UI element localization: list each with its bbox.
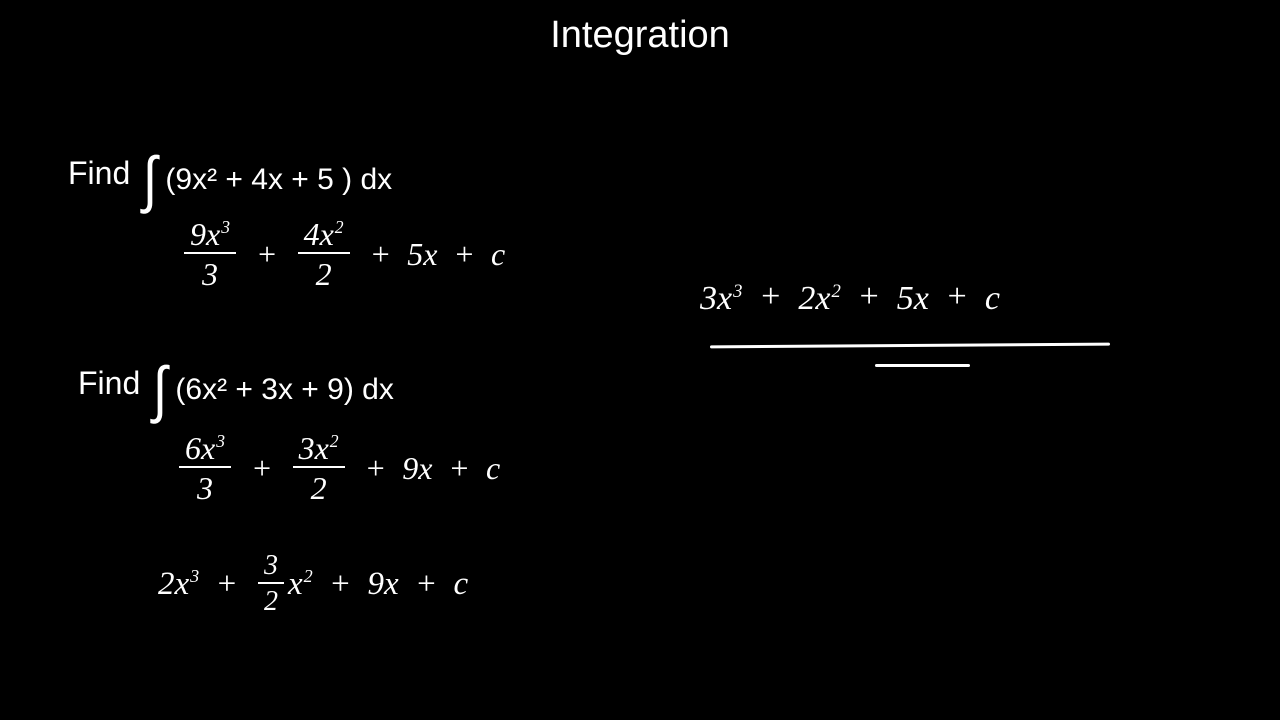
p1a-t2: 2x: [798, 280, 830, 317]
p2a-t4: c: [453, 566, 468, 603]
find-label-1: Find: [68, 155, 130, 192]
p2a-t1-exp: 3: [190, 566, 199, 586]
integrand-1: (9x² + 4x + 5 ) dx: [165, 163, 392, 197]
answer-underline-2: [875, 364, 970, 367]
p1-frac2: 4x2 2: [298, 218, 350, 290]
p1-step1: 9x3 3 + 4x2 2 + 5x + c: [180, 218, 505, 290]
p1-t1-exp: 3: [221, 217, 230, 237]
p2-t2-exp: 2: [330, 431, 339, 451]
plus: +: [759, 278, 782, 315]
p1-t2-num: 4x: [304, 216, 334, 252]
problem-2: Find ∫ (6x² + 3x + 9) dx: [78, 360, 394, 420]
p2-t3: 9x: [402, 450, 432, 487]
plus: +: [945, 278, 968, 315]
p1a-t1: 3x: [700, 280, 732, 317]
p2a-t1: 2x: [158, 566, 189, 602]
p1-t1-num: 9x: [190, 216, 220, 252]
p2-frac1: 6x3 3: [179, 432, 231, 504]
p2-t1-exp: 3: [216, 431, 225, 451]
p1-t2-den: 2: [298, 254, 350, 290]
plus: +: [365, 450, 387, 487]
find-label-2: Find: [78, 365, 140, 402]
p1a-t4: c: [985, 280, 1000, 318]
plus: +: [453, 236, 475, 273]
p1-t1-den: 3: [184, 254, 236, 290]
p2a-t2-num: 3: [258, 552, 284, 584]
p1-answer: 3x3 + 2x2 + 5x + c: [700, 278, 1000, 318]
plus: +: [415, 566, 437, 603]
plus: +: [448, 450, 470, 487]
p1a-t1-exp: 3: [733, 281, 742, 302]
p2a-t2-den: 2: [258, 584, 284, 616]
p2a-t3: 9x: [368, 566, 399, 603]
p1-t2-exp: 2: [335, 217, 344, 237]
plus: +: [215, 566, 237, 603]
plus: +: [370, 236, 392, 273]
p2-t1-den: 3: [179, 468, 231, 504]
p2-t2-den: 2: [293, 468, 345, 504]
p2a-t2-var: x: [288, 566, 303, 602]
integral-icon: ∫: [143, 144, 157, 216]
integral-icon: ∫: [153, 354, 167, 426]
p1-t4: c: [491, 236, 505, 273]
plus: +: [251, 450, 273, 487]
p2-frac2: 3x2 2: [293, 432, 345, 504]
p2-step1: 6x3 3 + 3x2 2 + 9x + c: [175, 432, 500, 504]
p1a-t2-exp: 2: [831, 281, 840, 302]
page-title: Integration: [550, 14, 730, 57]
p1-frac1: 9x3 3: [184, 218, 236, 290]
p1-t3: 5x: [407, 236, 437, 273]
plus: +: [256, 236, 278, 273]
p1a-t3: 5x: [897, 280, 929, 318]
plus: +: [329, 566, 351, 603]
problem-1: Find ∫ (9x² + 4x + 5 ) dx: [68, 150, 392, 210]
p2-t4: c: [486, 450, 500, 487]
p2-t2-num: 3x: [299, 430, 329, 466]
p2a-frac: 3 2: [258, 552, 284, 616]
p2-t1-num: 6x: [185, 430, 215, 466]
p2-answer: 2x3 + 3 2 x2 + 9x + c: [158, 552, 468, 616]
integrand-2: (6x² + 3x + 9) dx: [175, 373, 393, 407]
plus: +: [857, 278, 880, 315]
p2a-t2-exp: 2: [304, 566, 313, 586]
answer-underline-1: [710, 343, 1110, 349]
